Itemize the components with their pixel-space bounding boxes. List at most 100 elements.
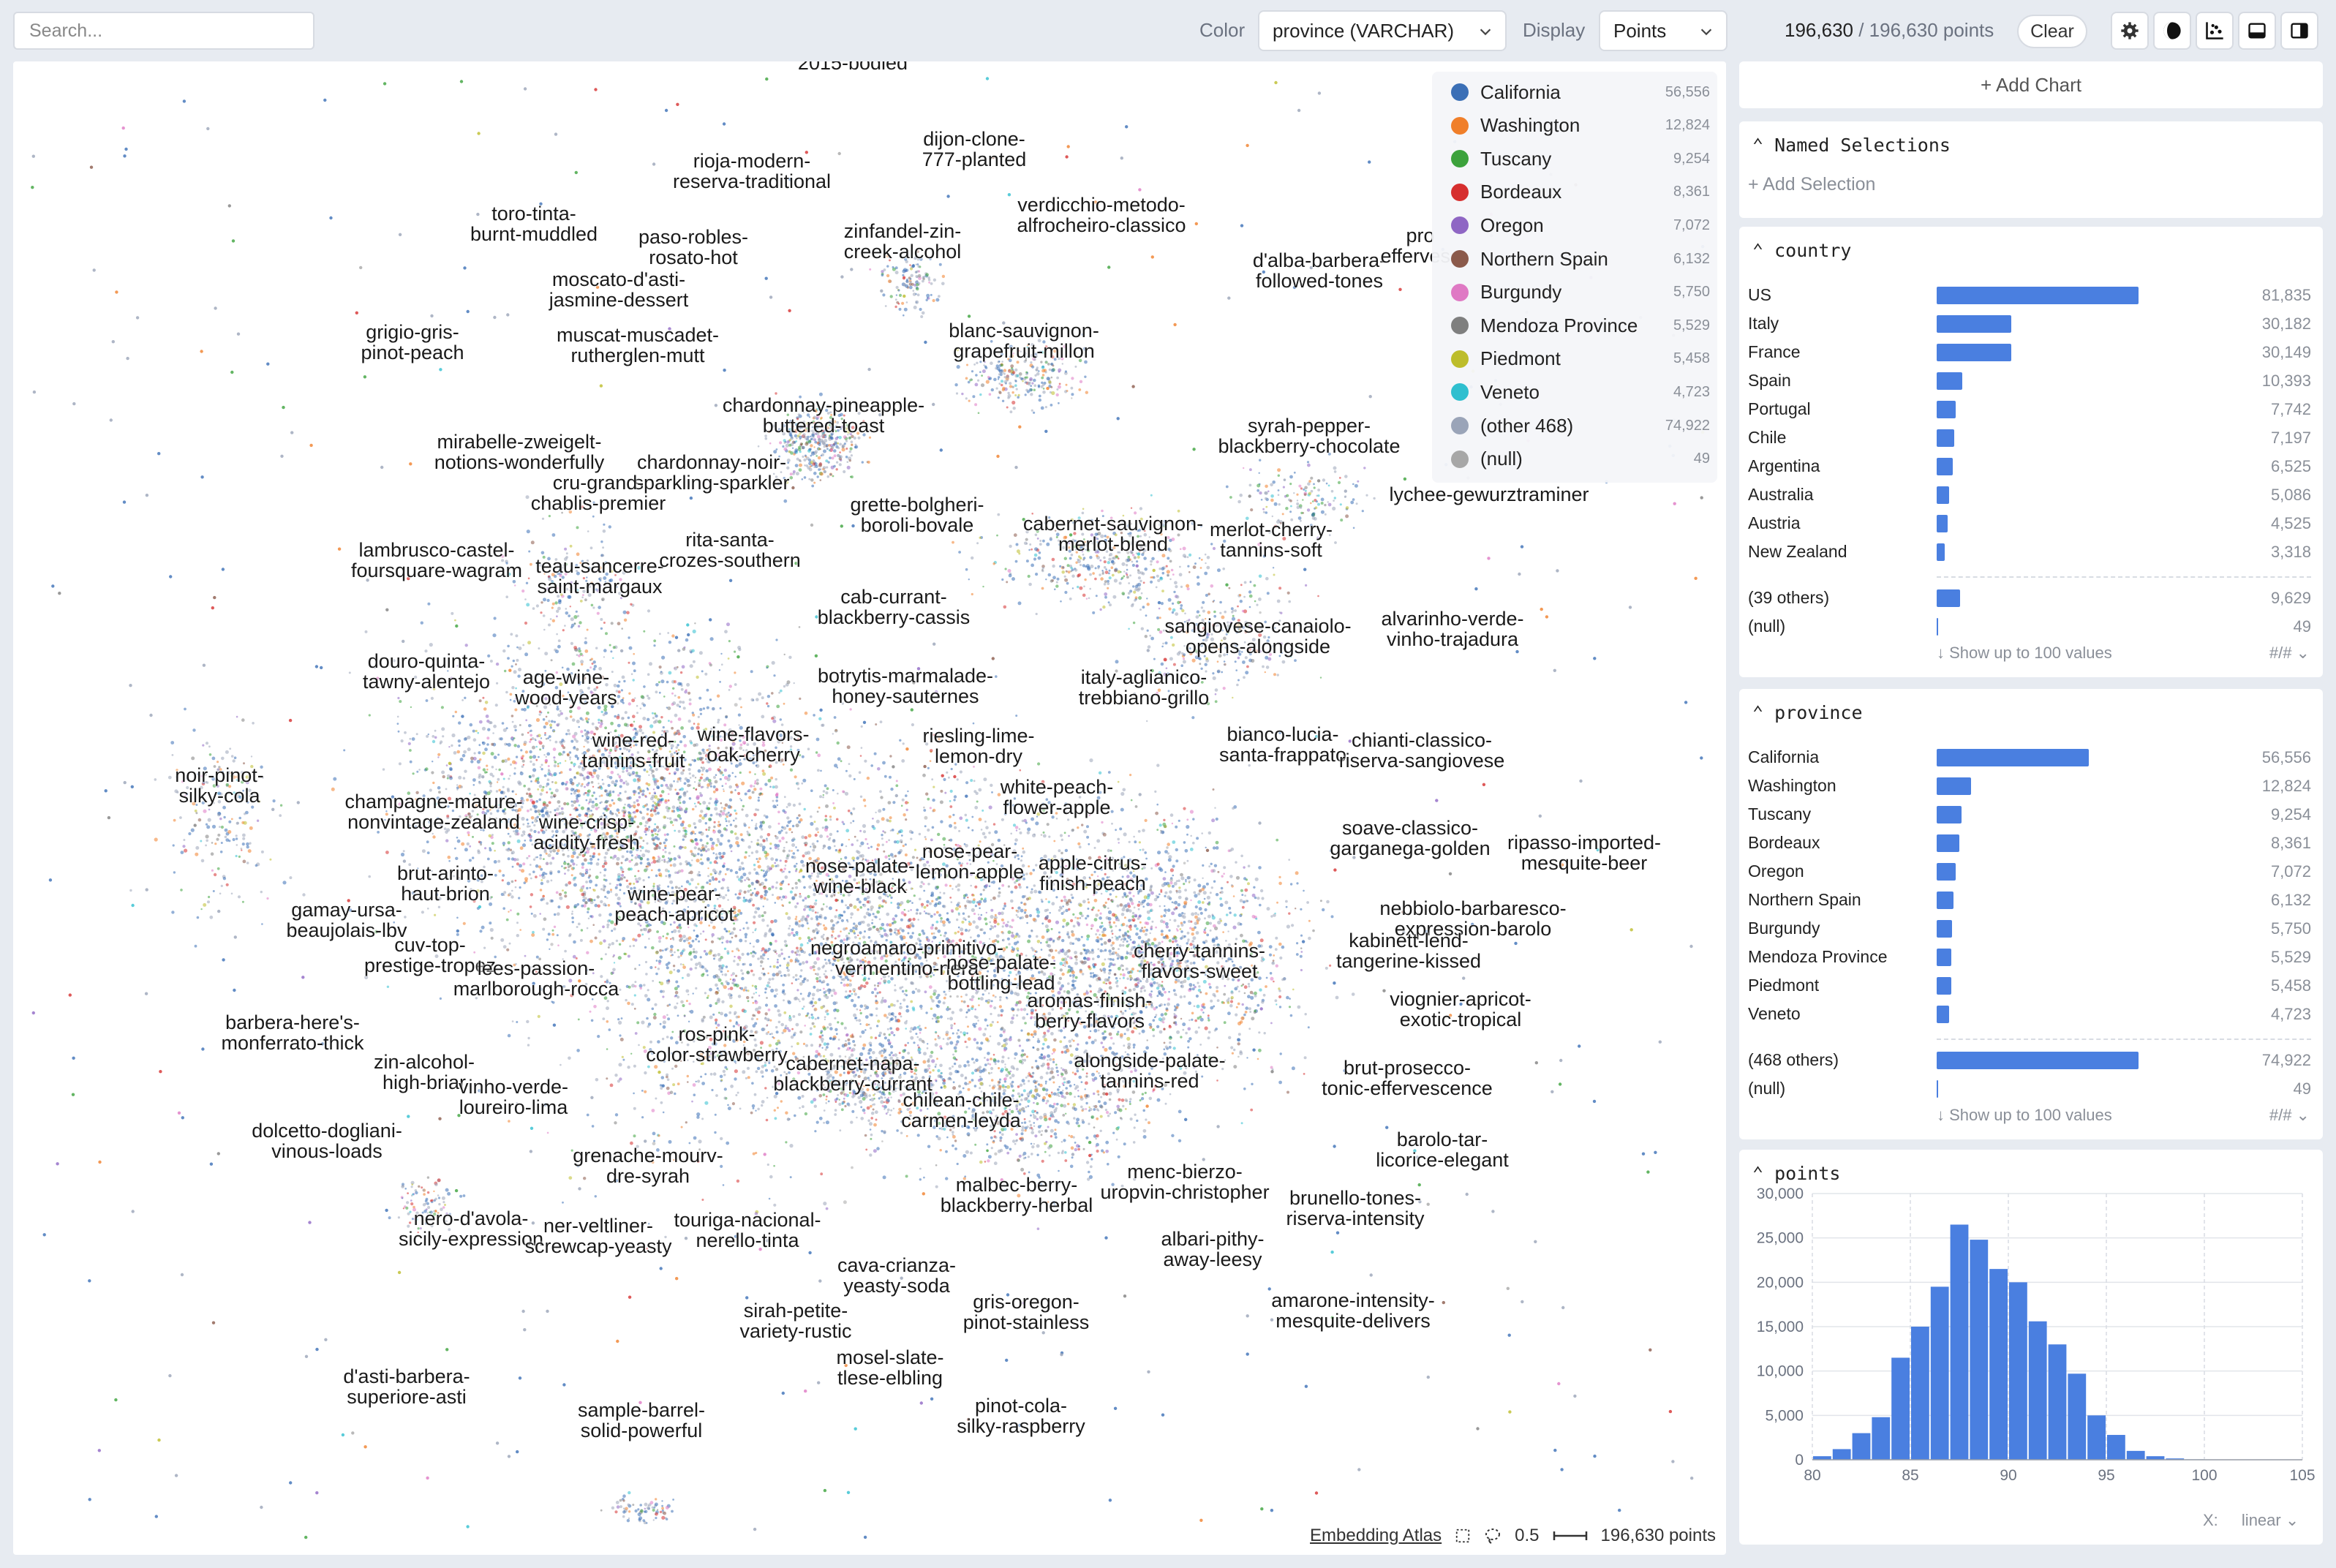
scatter-point [484,701,489,704]
scatter-point [1017,916,1020,919]
scatter-point [672,824,674,826]
scatter-point [862,799,866,802]
scatter-point [456,665,459,667]
bottom-panel-button[interactable] [2238,12,2276,50]
scatter-point [1206,933,1210,937]
scatter-point [739,798,742,800]
scatter-point [491,774,494,777]
scatter-point [532,755,537,759]
scatter-point [797,978,800,980]
scatter-point [666,785,670,790]
scatter-point [715,813,719,815]
scatter-point [619,778,623,783]
scatter-point [1247,995,1251,999]
scatter-point [700,862,704,865]
scatter-point [511,889,513,892]
scatter-point [532,745,535,750]
scatter-point [596,895,600,899]
scatter-point [1099,933,1101,936]
scatter-point [677,829,681,833]
scatter-point [600,722,603,725]
scatter-point [679,862,682,866]
scatter-point [538,740,541,744]
scatter-point [426,734,429,738]
scatter-point [1035,864,1038,867]
scatter-point [565,733,568,736]
scatter-point [813,714,815,717]
scatter-point [1046,823,1050,826]
scatter-point [550,659,553,662]
scatter-point [651,804,655,807]
scatter-point [571,718,576,722]
scatter-point [837,792,839,795]
scatter-point [734,832,737,835]
scatter-point [890,1030,894,1035]
scatter-point [879,720,883,723]
scatter-point [808,1017,811,1019]
scatter-point [1030,890,1033,894]
scatter-point [623,679,626,683]
display-select[interactable]: Points [1599,10,1727,51]
scatter-point [454,619,456,622]
scatter-point [478,744,481,747]
scatter-point [810,789,813,792]
theme-button[interactable] [2153,12,2191,50]
scatter-point [553,720,557,723]
scatter-point [658,940,661,943]
scatter-point [539,748,542,751]
scatter-point [625,780,628,783]
scatter-point [911,723,914,727]
scatter-point [549,788,551,791]
scatter-point [698,696,702,700]
scatter-point [481,741,484,744]
scatter-point [814,833,818,837]
scatter-point [993,919,998,924]
scatter-point [829,818,832,821]
settings-button[interactable] [2111,12,2149,50]
scatter-point [734,789,736,791]
clear-button[interactable]: Clear [2017,15,2087,48]
scatter-point [467,831,470,834]
side-panel-button[interactable] [2280,12,2318,50]
embedding-map[interactable]: 2015-bodied rioja-modern- reserva-traditi… [13,61,1726,1555]
scatter-point [852,807,856,810]
scatter-point [957,913,960,916]
scatter-point [791,887,794,890]
scatter-point [573,731,578,736]
scatter-point [656,833,659,836]
scatter-point [461,842,465,846]
scatter-points[interactable] [13,61,1726,1555]
scatter-point [886,818,889,822]
scatter-point [717,821,720,823]
scatter-point [652,788,655,791]
scatter-point [723,769,727,772]
search-input[interactable] [13,12,314,50]
scatter-point [986,1024,989,1027]
scatter-point [728,685,732,688]
scatter-point [735,840,739,845]
scatter-point [1188,1019,1191,1022]
color-select[interactable]: province (VARCHAR) [1258,10,1507,51]
scatter-point [772,973,776,977]
scatter-point [1186,859,1189,862]
scatter-point [935,911,939,914]
scatter-point [695,1080,697,1083]
scatter-point [427,602,431,606]
scatter-point [667,799,670,802]
scatter-point [806,922,809,924]
scatter-point [797,787,800,790]
scatter-view-button[interactable] [2196,12,2234,50]
scatter-point [794,881,798,885]
scatter-point [489,812,493,815]
scatter-point [487,728,491,731]
scatter-point [572,734,576,739]
scatter-point [1270,976,1274,981]
scatter-point [576,926,579,928]
scatter-point [587,815,589,818]
scatter-point [461,753,466,758]
scatter-point [510,895,514,899]
scatter-point [754,773,756,775]
scatter-point [551,720,554,723]
scatter-point [539,853,542,857]
scatter-point [1164,894,1167,897]
